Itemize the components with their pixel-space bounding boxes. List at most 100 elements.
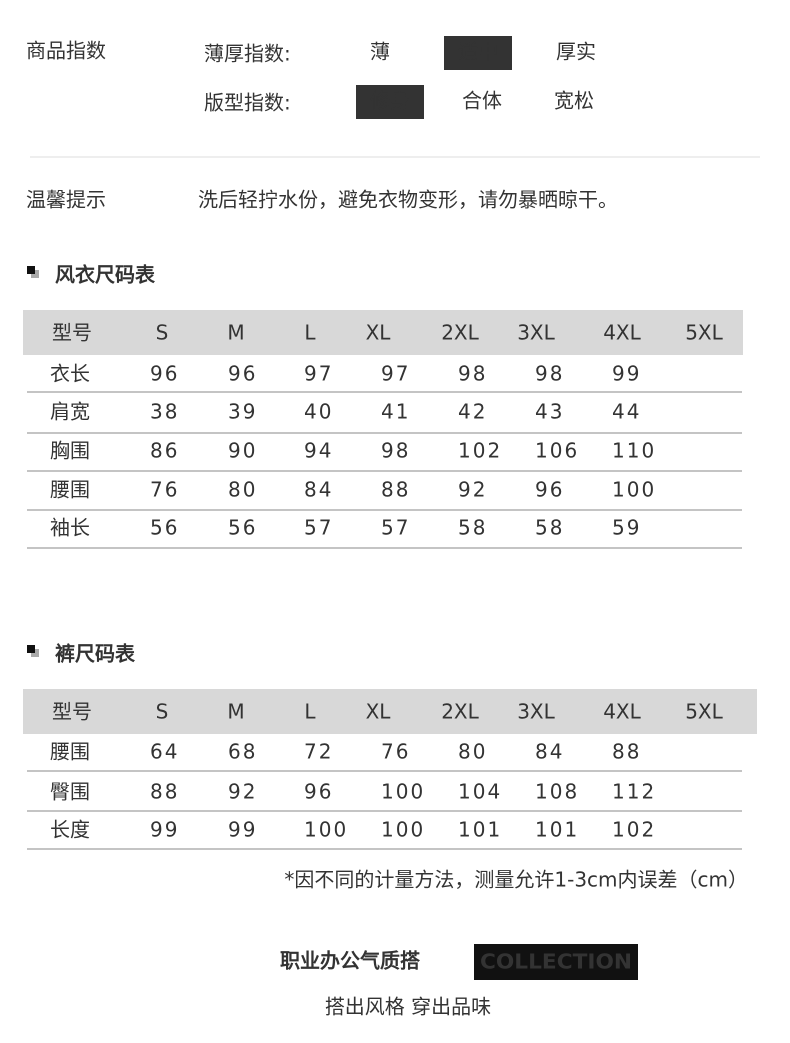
value-cell: 99 — [150, 818, 179, 842]
value-cell: 108 — [535, 780, 579, 804]
value-cell: 100 — [612, 478, 656, 502]
value-cell: 76 — [150, 478, 179, 502]
option: 宽松 — [554, 89, 594, 113]
header-cell: 5XL — [685, 700, 723, 724]
value-cell: 44 — [612, 400, 641, 424]
value-cell: 88 — [150, 780, 179, 804]
value-cell: 100 — [381, 818, 425, 842]
header-cell: S — [156, 700, 169, 724]
header-cell: 3XL — [517, 321, 555, 345]
value-cell: 106 — [535, 439, 579, 463]
value-cell: 57 — [381, 516, 410, 540]
value-cell: 97 — [304, 362, 333, 386]
value-cell: 64 — [150, 740, 179, 764]
value-cell: 99 — [228, 818, 257, 842]
value-cell: 68 — [228, 740, 257, 764]
value-cell: 104 — [458, 780, 502, 804]
value-cell: 94 — [304, 439, 333, 463]
value-cell: 76 — [381, 740, 410, 764]
value-cell: 40 — [304, 400, 333, 424]
badge-bg — [474, 944, 638, 980]
value-cell: 72 — [304, 740, 333, 764]
selected-box — [356, 85, 424, 119]
value-cell: 90 — [228, 439, 257, 463]
table-title: 裤尺码表 — [55, 642, 136, 666]
value-cell: 59 — [612, 516, 641, 540]
value-cell: 42 — [458, 400, 487, 424]
row-label: 臀围 — [50, 780, 90, 804]
bullet — [27, 266, 35, 274]
value-cell: 96 — [304, 780, 333, 804]
option: 合体 — [462, 89, 502, 113]
value-cell: 101 — [458, 818, 502, 842]
value-cell: 96 — [150, 362, 179, 386]
header-cell: 4XL — [603, 700, 641, 724]
header-cell: XL — [366, 700, 392, 724]
bullet — [27, 645, 35, 653]
section-label: 温馨提示 — [26, 188, 106, 212]
header-cell: 2XL — [441, 700, 479, 724]
value-cell: 98 — [458, 362, 487, 386]
value-cell: 38 — [150, 400, 179, 424]
index-label: 版型指数: — [204, 91, 291, 115]
value-cell: 97 — [381, 362, 410, 386]
header-cell: 5XL — [685, 321, 723, 345]
value-cell: 100 — [304, 818, 348, 842]
value-cell: 98 — [535, 362, 564, 386]
header-cell: 型号 — [52, 321, 92, 345]
value-cell: 101 — [535, 818, 579, 842]
value-cell: 56 — [150, 516, 179, 540]
index-label: 薄厚指数: — [204, 42, 291, 66]
row-label: 袖长 — [50, 516, 90, 540]
value-cell: 102 — [458, 439, 502, 463]
header-cell: S — [156, 321, 169, 345]
header-cell: L — [304, 321, 316, 345]
header-cell: 型号 — [52, 700, 92, 724]
header-cell: 2XL — [441, 321, 479, 345]
value-cell: 99 — [612, 362, 641, 386]
table-header-bg — [23, 310, 743, 355]
table-header-bg — [23, 689, 757, 734]
value-cell: 39 — [228, 400, 257, 424]
footer-subtitle: 搭出风格 穿出品味 — [325, 995, 491, 1019]
row-label: 胸围 — [50, 439, 90, 463]
value-cell: 80 — [458, 740, 487, 764]
value-cell: 92 — [228, 780, 257, 804]
footer-badge: COLLECTION — [480, 950, 632, 974]
value-cell: 110 — [612, 439, 656, 463]
row-label: 长度 — [50, 818, 90, 842]
header-cell: 4XL — [603, 321, 641, 345]
value-cell: 96 — [228, 362, 257, 386]
header-cell: XL — [366, 321, 392, 345]
option: 厚实 — [556, 40, 596, 64]
value-cell: 58 — [535, 516, 564, 540]
value-cell: 88 — [612, 740, 641, 764]
row-label: 腰围 — [50, 478, 90, 502]
header-cell: M — [227, 321, 244, 345]
value-cell: 58 — [458, 516, 487, 540]
value-cell: 98 — [381, 439, 410, 463]
header-cell: L — [304, 700, 316, 724]
value-cell: 56 — [228, 516, 257, 540]
row-label: 肩宽 — [50, 400, 90, 424]
value-cell: 80 — [228, 478, 257, 502]
value-cell: 96 — [535, 478, 564, 502]
value-cell: 88 — [381, 478, 410, 502]
row-label: 腰围 — [50, 740, 90, 764]
table-title: 风衣尺码表 — [55, 263, 156, 287]
section-label: 商品指数 — [26, 39, 106, 63]
option: 薄 — [370, 40, 390, 64]
value-cell: 112 — [612, 780, 656, 804]
value-cell: 86 — [150, 439, 179, 463]
value-cell: 41 — [381, 400, 410, 424]
value-cell: 102 — [612, 818, 656, 842]
value-cell: 100 — [381, 780, 425, 804]
footer-title: 职业办公气质搭 — [280, 949, 421, 973]
value-cell: 57 — [304, 516, 333, 540]
value-cell: 43 — [535, 400, 564, 424]
value-cell: 92 — [458, 478, 487, 502]
option-selected: 修身 — [370, 89, 410, 113]
selected-box — [444, 36, 512, 70]
